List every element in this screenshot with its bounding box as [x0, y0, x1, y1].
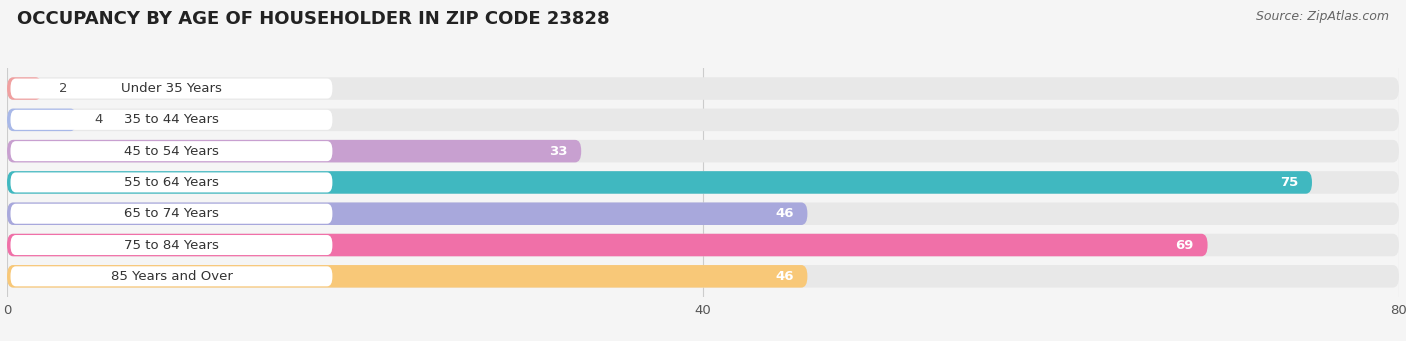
FancyBboxPatch shape	[7, 203, 1399, 225]
FancyBboxPatch shape	[10, 204, 332, 224]
FancyBboxPatch shape	[7, 171, 1399, 194]
Text: 75 to 84 Years: 75 to 84 Years	[124, 239, 219, 252]
Text: Under 35 Years: Under 35 Years	[121, 82, 222, 95]
Text: 85 Years and Over: 85 Years and Over	[111, 270, 232, 283]
FancyBboxPatch shape	[7, 265, 807, 287]
FancyBboxPatch shape	[7, 265, 1399, 287]
Text: 4: 4	[94, 113, 103, 126]
Text: 75: 75	[1279, 176, 1298, 189]
Text: Source: ZipAtlas.com: Source: ZipAtlas.com	[1256, 10, 1389, 23]
Text: 35 to 44 Years: 35 to 44 Years	[124, 113, 219, 126]
FancyBboxPatch shape	[7, 108, 77, 131]
FancyBboxPatch shape	[7, 171, 1312, 194]
FancyBboxPatch shape	[10, 110, 332, 130]
FancyBboxPatch shape	[10, 141, 332, 161]
Text: 33: 33	[548, 145, 567, 158]
Text: OCCUPANCY BY AGE OF HOUSEHOLDER IN ZIP CODE 23828: OCCUPANCY BY AGE OF HOUSEHOLDER IN ZIP C…	[17, 10, 609, 28]
FancyBboxPatch shape	[7, 140, 581, 162]
Text: 69: 69	[1175, 239, 1194, 252]
FancyBboxPatch shape	[7, 140, 1399, 162]
FancyBboxPatch shape	[10, 266, 332, 286]
FancyBboxPatch shape	[7, 234, 1399, 256]
Text: 65 to 74 Years: 65 to 74 Years	[124, 207, 219, 220]
Text: 46: 46	[775, 270, 793, 283]
FancyBboxPatch shape	[7, 108, 1399, 131]
Text: 2: 2	[59, 82, 67, 95]
FancyBboxPatch shape	[7, 234, 1208, 256]
Text: 55 to 64 Years: 55 to 64 Years	[124, 176, 219, 189]
FancyBboxPatch shape	[10, 235, 332, 255]
FancyBboxPatch shape	[7, 77, 42, 100]
Text: 46: 46	[775, 207, 793, 220]
FancyBboxPatch shape	[10, 173, 332, 192]
FancyBboxPatch shape	[10, 78, 332, 99]
Text: 45 to 54 Years: 45 to 54 Years	[124, 145, 219, 158]
FancyBboxPatch shape	[7, 77, 1399, 100]
FancyBboxPatch shape	[7, 203, 807, 225]
